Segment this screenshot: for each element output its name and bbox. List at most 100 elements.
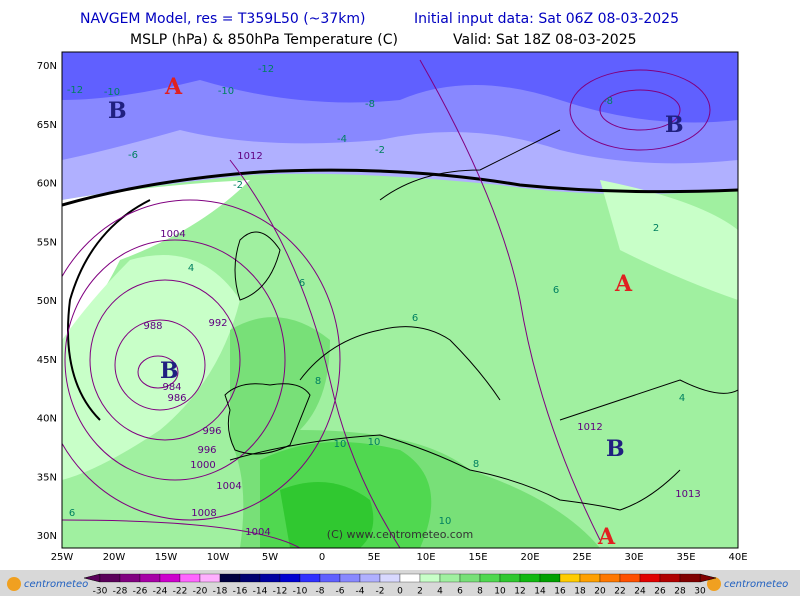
lon-label: 5W [262, 552, 278, 563]
legend-swatch [399, 573, 421, 583]
legend-swatch [239, 573, 261, 583]
legend-label: -24 [153, 587, 168, 597]
legend-swatch [359, 573, 381, 583]
isobar-label: 996 [197, 445, 216, 456]
lat-label: 55N [37, 237, 57, 248]
legend-label: 0 [397, 587, 403, 597]
temperature-label: -8 [603, 96, 613, 107]
legend-label: -6 [336, 587, 345, 597]
legend-label: 28 [674, 587, 686, 597]
temperature-label: 6 [69, 508, 75, 519]
legend-label: -12 [273, 587, 288, 597]
temperature-label: 2 [653, 223, 659, 234]
isobar-label: 988 [143, 321, 162, 332]
legend-swatch [659, 573, 681, 583]
temperature-label: -10 [104, 87, 120, 98]
temperature-label: 8 [315, 376, 321, 387]
watermark: (C) www.centrometeo.com [327, 528, 473, 541]
isobar-label: 1008 [191, 508, 216, 519]
lon-label: 0 [319, 552, 325, 563]
temperature-label: -2 [375, 145, 385, 156]
lon-label: 35E [676, 552, 695, 563]
pressure-center: B [665, 112, 684, 138]
temperature-label: 6 [553, 285, 559, 296]
legend-label: 30 [694, 587, 706, 597]
field-warm3 [280, 482, 374, 548]
temperature-label: 10 [439, 516, 452, 527]
isobar-label: 1000 [190, 460, 215, 471]
lon-label: 15E [468, 552, 487, 563]
lon-label: 25W [51, 552, 74, 563]
temperature-label: -4 [337, 134, 347, 145]
field-east [600, 180, 738, 300]
lon-label: 5E [368, 552, 381, 563]
legend-label: -8 [316, 587, 325, 597]
temperature-label: -10 [218, 86, 234, 97]
legend-swatch [639, 573, 661, 583]
pressure-center: B [606, 436, 625, 462]
legend-swatch [299, 573, 321, 583]
temperature-label: -6 [128, 150, 138, 161]
temperature-label: -2 [233, 180, 243, 191]
legend-swatch [199, 573, 221, 583]
lon-label: 10W [207, 552, 230, 563]
isobar-label: 1004 [245, 527, 270, 538]
legend-label: -16 [233, 587, 248, 597]
subtitle-left: MSLP (hPa) & 850hPa Temperature (C) [130, 32, 398, 48]
legend-label: -4 [356, 587, 365, 597]
legend-swatch [499, 573, 521, 583]
temperature-label: 6 [299, 278, 305, 289]
pressure-center: A [614, 271, 633, 297]
legend-label: 20 [594, 587, 606, 597]
map-frame [61, 51, 739, 549]
lat-label: 70N [37, 61, 57, 72]
pressure-center: B [160, 358, 179, 384]
lon-label: 25E [572, 552, 591, 563]
legend-label: 12 [514, 587, 525, 597]
isobar-label: 1012 [237, 151, 262, 162]
legend-swatch [339, 573, 361, 583]
legend-label: -20 [193, 587, 208, 597]
legend-label: 4 [437, 587, 443, 597]
pressure-center: A [164, 74, 183, 100]
legend-swatch [519, 573, 541, 583]
legend: -30 -28 -26 -24 -22 -20 -18 -16 -14 -12 -10 -8 -6 -4-… [83, 573, 717, 597]
lat-label: 40N [37, 414, 57, 425]
isobar-label: 984 [162, 382, 181, 393]
logo-icon [707, 577, 721, 591]
isobar-label: 986 [167, 393, 186, 404]
legend-swatch [579, 573, 601, 583]
legend-label: -28 [113, 587, 128, 597]
isobar-label: 1004 [160, 229, 185, 240]
legend-label: 2 [417, 587, 423, 597]
legend-swatch [319, 573, 341, 583]
temperature-label: 8 [473, 459, 479, 470]
legend-swatch [439, 573, 461, 583]
legend-swatch [379, 573, 401, 583]
legend-swatch [279, 573, 301, 583]
isobar-label: 996 [202, 426, 221, 437]
lat-label: 60N [37, 179, 57, 190]
lat-label: 65N [37, 120, 57, 131]
lat-label: 45N [37, 355, 57, 366]
temperature-label: 10 [334, 439, 347, 450]
legend-label: 22 [614, 587, 625, 597]
legend-swatch [139, 573, 161, 583]
isotherm [67, 199, 151, 421]
field-cold3 [62, 52, 738, 123]
temperature-label: -12 [258, 64, 274, 75]
legend-label: -2 [376, 587, 385, 597]
isobar-label: 1012 [577, 422, 602, 433]
temperature-label: -12 [67, 85, 83, 96]
legend-swatch [559, 573, 581, 583]
legend-swatch [419, 573, 441, 583]
legend-swatch [179, 573, 201, 583]
lon-label: 20E [520, 552, 539, 563]
legend-swatch [219, 573, 241, 583]
logo-left: centrometeo [24, 579, 88, 590]
field-zero [62, 180, 250, 340]
legend-swatch [99, 573, 121, 583]
logo-icon [7, 577, 21, 591]
isobar-label: 1013 [675, 489, 700, 500]
legend-label: 16 [554, 587, 566, 597]
